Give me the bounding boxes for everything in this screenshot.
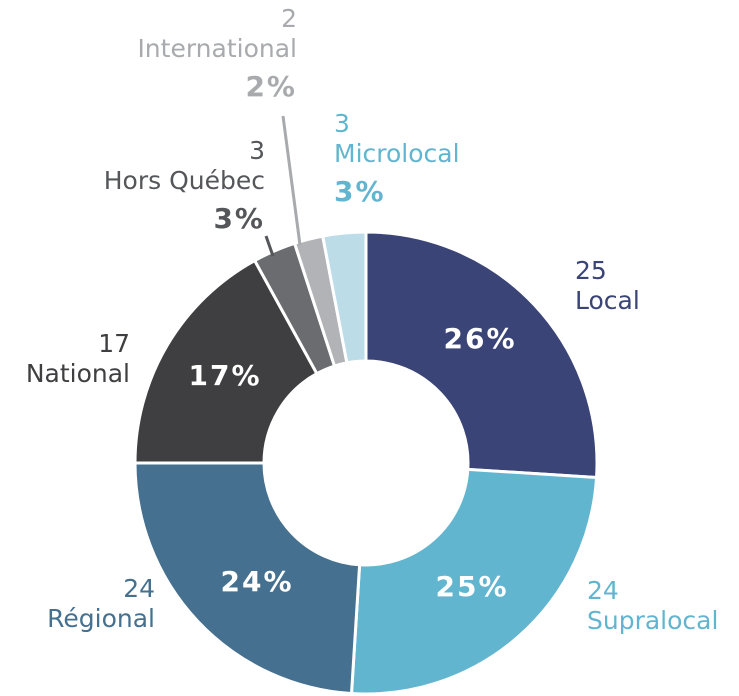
slice-count: 3	[334, 109, 350, 138]
slice-name: Régional	[47, 604, 155, 633]
slice-percent: 25%	[435, 570, 508, 603]
slice-name: Supralocal	[587, 606, 718, 635]
leader-line	[281, 115, 302, 246]
slice-name: Microlocal	[334, 139, 460, 168]
slice-count: 3	[249, 136, 265, 165]
slice-name: International	[137, 34, 297, 63]
slice-count: 24	[587, 576, 619, 605]
slice-count: 17	[98, 329, 130, 358]
slice-percent: 2%	[245, 70, 297, 103]
slice-count: 25	[575, 256, 607, 285]
slice-name: Local	[575, 286, 640, 315]
leader-line	[264, 235, 275, 257]
slice-percent: 3%	[213, 202, 265, 235]
slice-percent: 3%	[334, 175, 386, 208]
slice-percent: 17%	[188, 359, 261, 392]
donut-slice	[133, 258, 319, 465]
slice-count: 24	[123, 574, 155, 603]
slice-name: National	[26, 359, 130, 388]
slice-count: 2	[281, 4, 297, 33]
donut-slice	[320, 230, 368, 365]
slice-percent: 24%	[220, 565, 293, 598]
donut-slice	[349, 467, 599, 696]
slice-name: Hors Québec	[104, 166, 265, 195]
slice-percent: 26%	[443, 322, 516, 355]
donut-slice	[364, 230, 599, 480]
donut-slice	[133, 461, 362, 696]
